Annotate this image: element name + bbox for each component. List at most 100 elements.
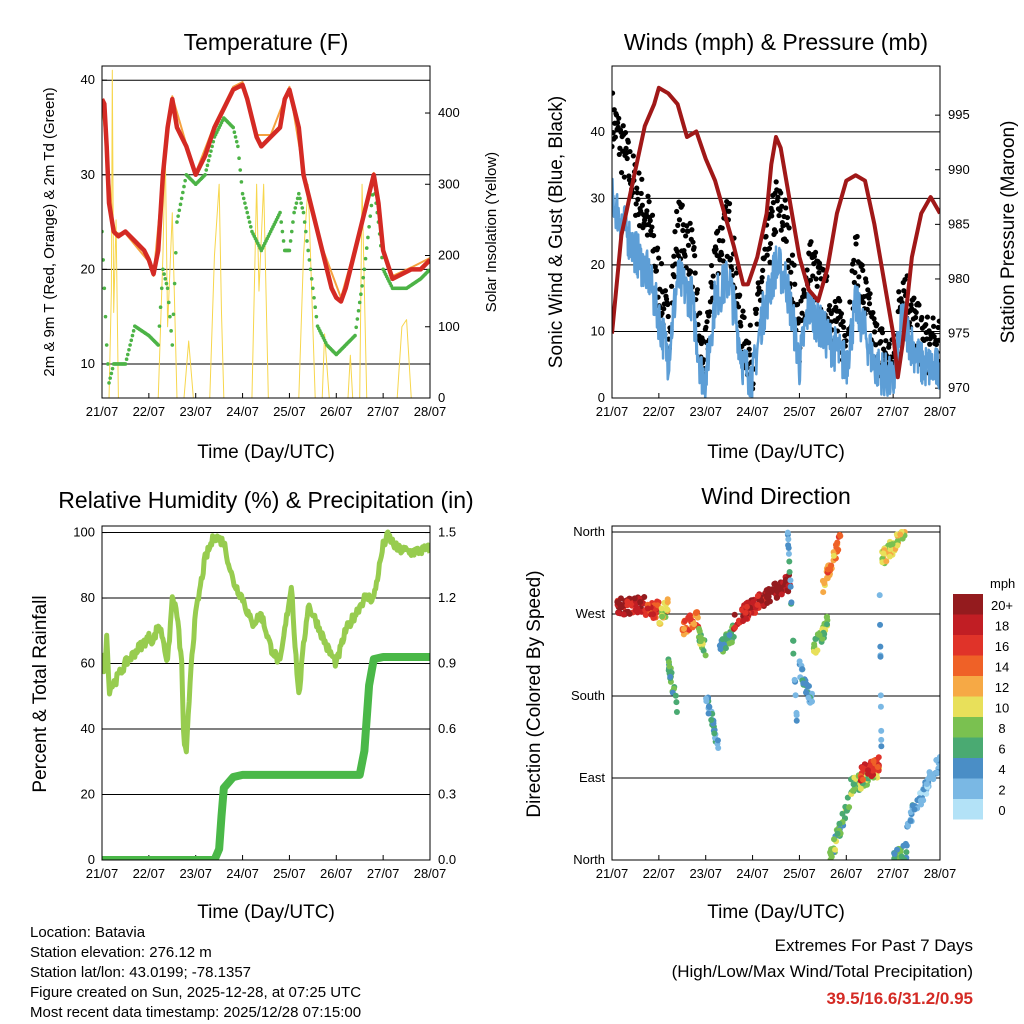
direction-point: [901, 856, 908, 860]
2m-td-point: [162, 272, 166, 276]
direction-point: [624, 598, 631, 605]
x-tick-label: 26/07: [830, 404, 863, 419]
gust-point: [639, 202, 645, 208]
gust-point: [733, 270, 739, 276]
direction-point: [644, 605, 651, 612]
2m-td-point: [354, 325, 359, 330]
direction-point: [722, 645, 729, 652]
gust-point: [694, 287, 701, 293]
gust-point: [626, 173, 632, 179]
2m-td-point: [165, 286, 170, 291]
gust-point: [936, 337, 940, 343]
gust-point: [623, 145, 629, 151]
y-tick-label: 20: [591, 257, 605, 272]
winds-ylabel: Sonic Wind & Gust (Blue, Black): [546, 96, 567, 368]
sonic-wind-line: [612, 177, 940, 398]
2m-td-point: [355, 317, 360, 321]
x-tick-label: 21/07: [596, 866, 629, 881]
y-right-tick-label: 970: [948, 380, 970, 395]
2m-td-point: [281, 239, 286, 243]
direction-point: [663, 606, 670, 613]
rh-line: [102, 529, 430, 755]
direction-point: [711, 730, 718, 737]
x-tick-label: 28/07: [924, 404, 957, 419]
direction-xlabel: Time (Day/UTC): [707, 902, 845, 923]
direction-point: [869, 767, 876, 774]
y-tick-label: 10: [591, 323, 605, 338]
gust-point: [620, 123, 626, 129]
2m-td-point: [292, 210, 296, 215]
y-tick-label: 30: [81, 167, 95, 182]
gust-point: [720, 238, 726, 244]
gust-point: [662, 288, 669, 294]
direction-point: [894, 542, 901, 549]
direction-point: [782, 576, 789, 583]
direction-point: [824, 574, 831, 581]
gust-point: [720, 258, 726, 264]
2m-td-point: [300, 206, 305, 210]
gust-point: [791, 262, 797, 268]
direction-point: [837, 533, 844, 540]
direction-point: [705, 710, 712, 717]
2m-td-point: [298, 196, 302, 201]
2m-td-point: [177, 208, 182, 213]
gust-point: [935, 324, 940, 331]
gust-point: [622, 130, 629, 136]
gust-point: [769, 213, 775, 219]
direction-point: [732, 624, 739, 631]
direction-point: [894, 537, 901, 544]
gust-point: [652, 264, 658, 270]
2m-td-point: [312, 295, 316, 300]
direction-point: [933, 769, 940, 776]
gust-point: [612, 90, 616, 96]
direction-point: [821, 631, 828, 638]
humidity-marks: [102, 529, 430, 860]
legend-swatch: [953, 676, 983, 697]
info-created: Figure created on Sun, 2025-12-28, at 07…: [30, 984, 361, 1001]
direction-point: [787, 577, 794, 584]
y-right-tick-label: 0.9: [438, 656, 456, 671]
x-tick-label: 28/07: [924, 866, 957, 881]
gust-point: [703, 324, 709, 330]
direction-point: [740, 618, 747, 625]
gust-point: [636, 170, 642, 176]
direction-point: [923, 781, 930, 788]
gust-point: [783, 238, 789, 244]
direction-point: [726, 631, 733, 638]
2m-td-point: [169, 329, 173, 333]
2m-td-point: [299, 201, 303, 205]
direction-point: [658, 605, 665, 612]
direction-point: [728, 639, 735, 646]
gust-point: [788, 269, 794, 275]
direction-ylabel: Direction (Colored By Speed): [524, 570, 545, 817]
gust-point: [859, 262, 865, 268]
gust-point: [775, 194, 781, 200]
2m-td-point: [179, 196, 184, 201]
direction-point: [831, 836, 838, 843]
gust-point: [827, 302, 833, 309]
2m-td-point: [174, 251, 178, 255]
2m-td-point: [304, 229, 308, 234]
gust-point: [634, 185, 640, 191]
gust-point: [653, 268, 660, 274]
direction-frame: [611, 525, 941, 861]
x-tick-label: 25/07: [783, 866, 816, 881]
temperature-frame: [101, 65, 431, 399]
y-right-tick-label: 0.3: [438, 787, 456, 802]
gust-point: [878, 339, 884, 345]
direction-point: [891, 850, 898, 857]
legend-swatch: [953, 799, 983, 820]
direction-point: [821, 580, 828, 587]
2m-td-point: [291, 220, 295, 224]
direction-point: [620, 611, 627, 618]
gust-point: [778, 190, 784, 196]
solar-line: [102, 69, 430, 398]
2m-td-point: [170, 343, 175, 347]
gust-point: [658, 261, 665, 267]
2m-td-point: [206, 158, 211, 163]
direction-point: [715, 745, 722, 752]
gust-point: [674, 248, 680, 255]
direction-point: [706, 703, 713, 710]
direction-point: [820, 589, 827, 596]
gust-point: [692, 253, 698, 259]
